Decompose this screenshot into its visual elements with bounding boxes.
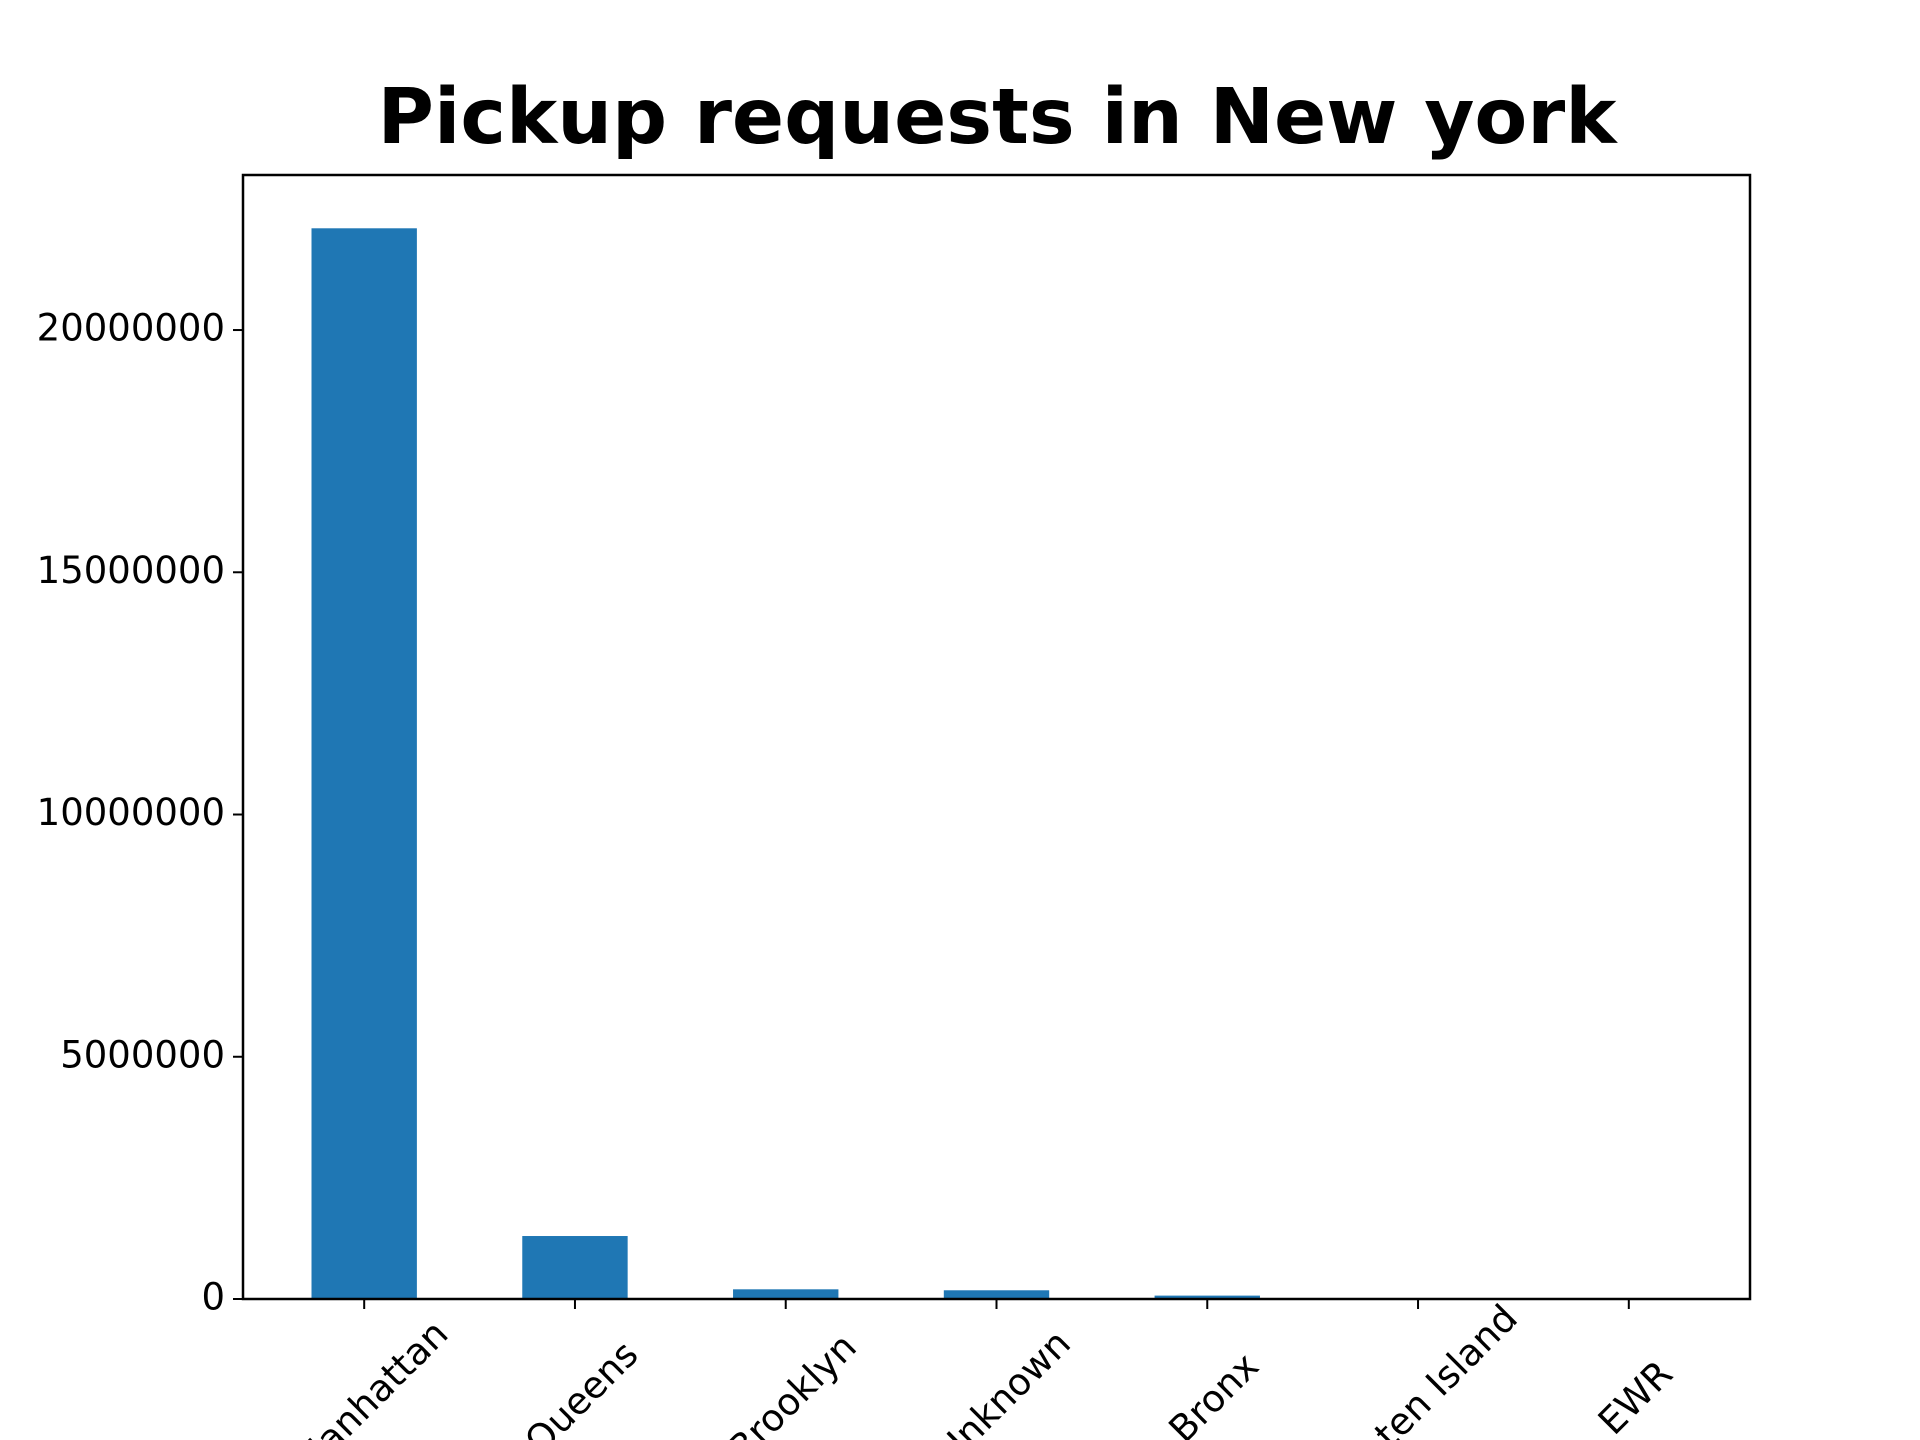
bar: [311, 228, 417, 1300]
y-tick-label: 15000000: [37, 549, 225, 592]
plot-frame: [241, 173, 1752, 1301]
y-tick-label: 10000000: [37, 791, 225, 834]
bar: [733, 1289, 839, 1299]
y-tick-label: 0: [201, 1276, 225, 1319]
bar: [1154, 1295, 1260, 1299]
chart-title: Pickup requests in New york: [378, 73, 1619, 162]
y-tick-label: 5000000: [60, 1033, 225, 1076]
x-tick-label: EWR: [1590, 1352, 1681, 1440]
x-tick-label: Brooklyn: [720, 1325, 865, 1440]
bar: [943, 1290, 1050, 1299]
x-tick-label: Unknown: [927, 1322, 1079, 1440]
x-tick-label: Staten Island: [1323, 1296, 1525, 1440]
bar: [522, 1236, 628, 1299]
y-tick-label: 20000000: [37, 307, 225, 350]
x-tick-label: Manhattan: [285, 1312, 456, 1440]
x-tick-label: Bronx: [1161, 1344, 1268, 1440]
x-tick-label: Queens: [517, 1333, 647, 1440]
